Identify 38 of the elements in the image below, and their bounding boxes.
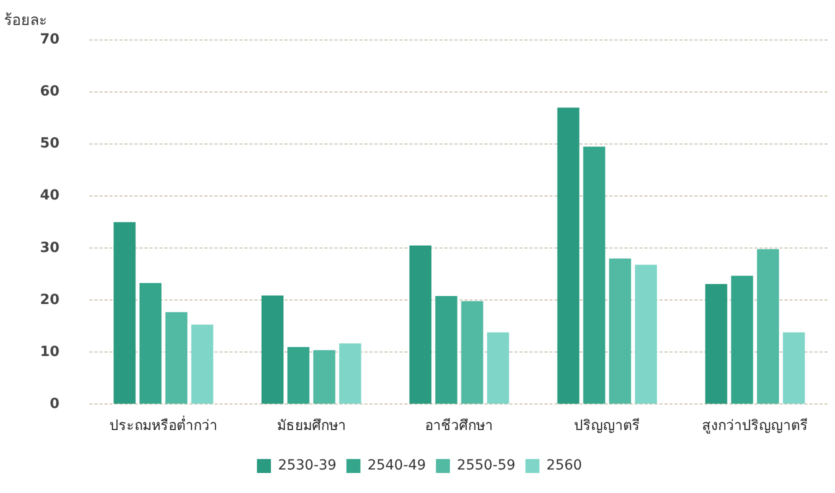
y-tick-label: 20 (40, 292, 60, 308)
bar (557, 108, 580, 404)
x-tick-label: มัธยมศึกษา (276, 418, 346, 434)
bar (705, 284, 728, 404)
y-axis-title: ร้อยละ (4, 10, 47, 31)
x-tick-label: ประถมหรือต่ำกว่า (109, 416, 218, 434)
bar (409, 246, 432, 404)
y-tick-label: 50 (40, 136, 60, 152)
y-tick-label: 70 (40, 32, 60, 48)
legend-label: 2530-39 (278, 458, 336, 474)
bar (287, 346, 310, 404)
bar (782, 332, 805, 404)
bar (583, 146, 606, 404)
bar (461, 301, 484, 404)
bar (191, 324, 214, 404)
legend-label: 2550-59 (456, 458, 516, 474)
bar (609, 258, 632, 404)
y-tick-label: 10 (40, 344, 60, 360)
x-tick-label: สูงกว่าปริญญาตรี (702, 418, 808, 434)
y-tick-label: 30 (40, 240, 60, 256)
bar (165, 312, 188, 404)
y-tick-label: 60 (40, 84, 60, 100)
bar (634, 264, 657, 404)
y-tick-label: 40 (40, 188, 60, 204)
bar (731, 276, 754, 404)
y-tick-label: 0 (50, 396, 60, 412)
bar (313, 350, 336, 404)
bar (487, 332, 510, 404)
x-tick-label: ปริญญาตรี (574, 418, 640, 434)
bar (435, 296, 458, 404)
bar (339, 343, 362, 404)
legend-label: 2540-49 (367, 458, 426, 474)
bar (262, 295, 284, 404)
bar (139, 282, 162, 404)
legend-label: 2560 (546, 458, 582, 474)
x-tick-label: อาชีวศึกษา (425, 418, 494, 434)
bar (756, 249, 779, 404)
bar (114, 222, 136, 404)
